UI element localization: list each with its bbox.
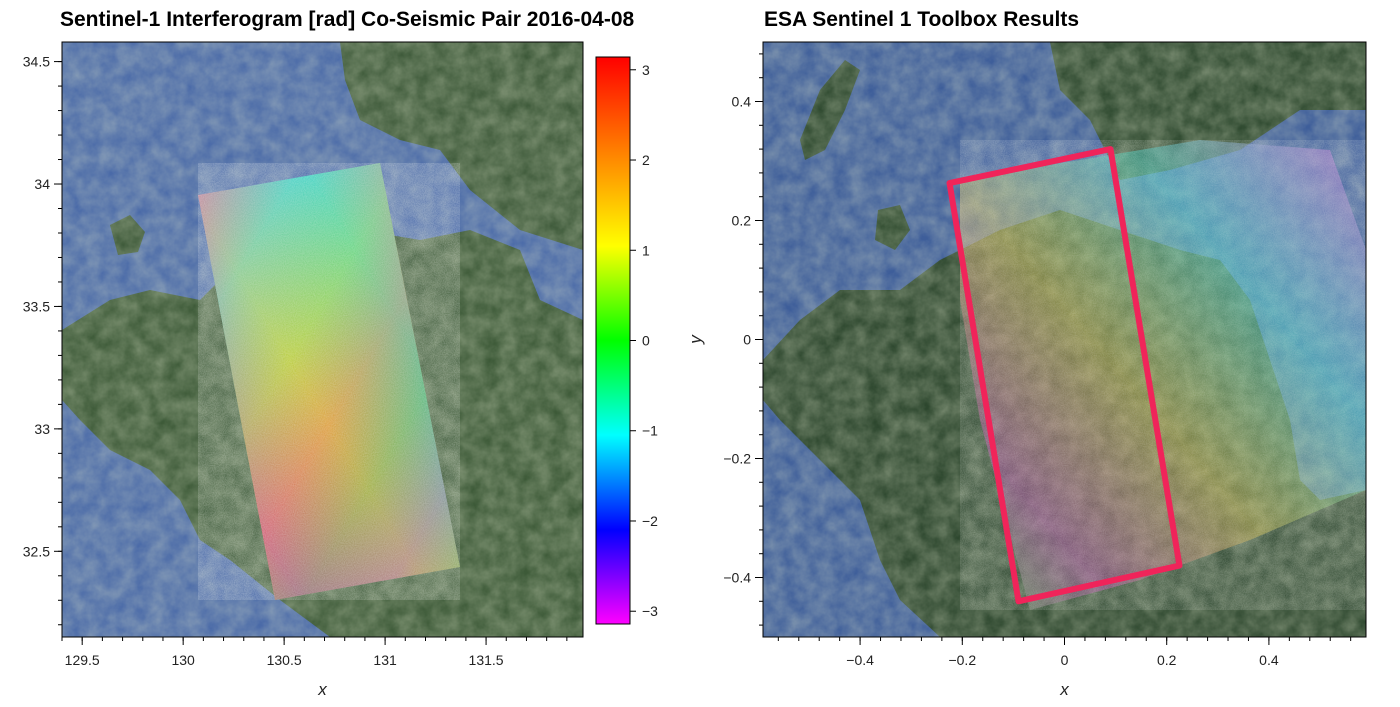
left-x-axis-label: x bbox=[317, 680, 327, 699]
colorbar-axis: −3 −2 −1 0 1 2 3 bbox=[630, 62, 658, 619]
right-x-tick-label: −0.4 bbox=[846, 652, 874, 668]
left-y-tick-label: 34.5 bbox=[23, 54, 50, 70]
right-interferogram-overlay bbox=[960, 140, 1366, 610]
colorbar-tick-label: −1 bbox=[642, 423, 658, 439]
colorbar-tick-label: 1 bbox=[642, 242, 650, 258]
left-plot-frame bbox=[61, 41, 584, 638]
left-map-image bbox=[62, 42, 583, 637]
right-x-axis-label: x bbox=[1059, 680, 1069, 699]
colorbar-tick-label: 0 bbox=[642, 333, 650, 349]
right-map-image bbox=[763, 42, 1366, 637]
left-x-tick-label: 130.5 bbox=[267, 652, 302, 668]
right-y-axis-label: y bbox=[686, 334, 705, 345]
left-x-tick-label: 130 bbox=[171, 652, 195, 668]
highlight-box bbox=[946, 146, 1183, 605]
colorbar-tick-label: −2 bbox=[642, 513, 658, 529]
colorbar-tick-label: 2 bbox=[642, 152, 650, 168]
left-y-tick-label: 33.5 bbox=[23, 298, 50, 314]
right-y-tick-label: −0.4 bbox=[723, 570, 751, 586]
colorbar-tick-label: −3 bbox=[642, 603, 658, 619]
right-y-tick-label: 0 bbox=[743, 332, 751, 348]
left-x-tick-label: 131.5 bbox=[469, 652, 504, 668]
right-x-tick-label: −0.2 bbox=[948, 652, 976, 668]
right-y-tick-label: 0.2 bbox=[732, 213, 752, 229]
right-y-tick-label: 0.4 bbox=[732, 94, 752, 110]
colorbar bbox=[595, 56, 631, 625]
interferogram-swath bbox=[198, 163, 460, 600]
left-y-tick-label: 34 bbox=[34, 176, 50, 192]
left-y-tick-label: 32.5 bbox=[23, 543, 50, 559]
left-axes: 129.5 130 130.5 131 131.5 32.5 33 33.5 34 34.5 x bbox=[23, 54, 568, 699]
right-axes: −0.4 −0.2 0 0.2 0.4 −0.4 −0.2 0 0.2 0.4 x y bbox=[686, 53, 1352, 699]
left-x-tick-label: 131 bbox=[373, 652, 397, 668]
right-x-tick-label: 0.2 bbox=[1157, 652, 1177, 668]
left-chart-title: Sentinel-1 Interferogram [rad] Co-Seismi… bbox=[60, 8, 635, 31]
colorbar-tick-label: 3 bbox=[642, 62, 650, 78]
right-x-tick-label: 0.4 bbox=[1259, 652, 1279, 668]
right-y-tick-label: −0.2 bbox=[723, 451, 751, 467]
right-x-tick-label: 0 bbox=[1061, 652, 1069, 668]
left-y-tick-label: 33 bbox=[34, 421, 50, 437]
left-x-tick-label: 129.5 bbox=[65, 652, 100, 668]
right-chart-title: ESA Sentinel 1 Toolbox Results bbox=[764, 8, 1080, 31]
